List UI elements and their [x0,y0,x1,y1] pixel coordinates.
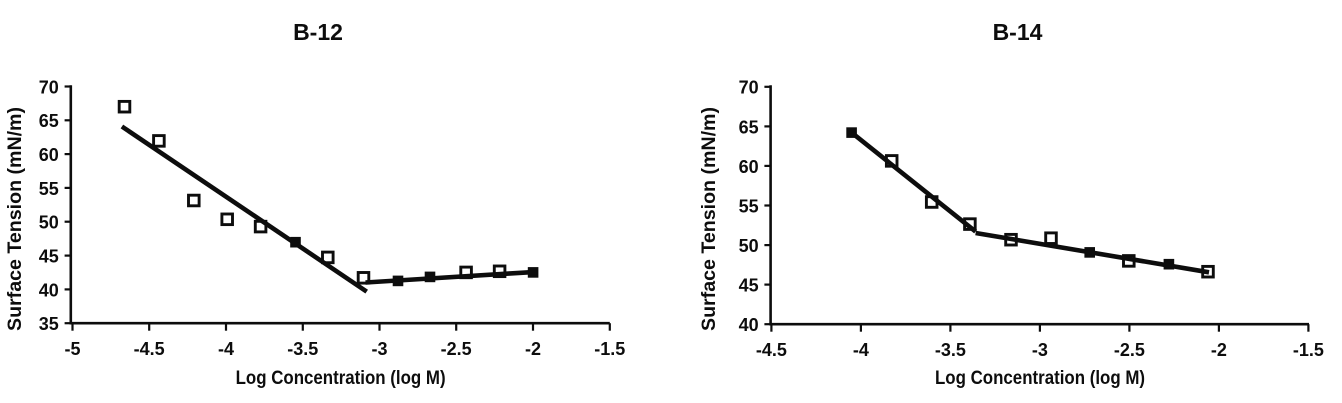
svg-text:-4.5: -4.5 [756,340,787,360]
svg-text:40: 40 [739,315,759,335]
svg-text:55: 55 [739,196,759,216]
svg-text:40: 40 [39,280,59,300]
svg-text:Surface Tension (mN/m): Surface Tension (mN/m) [5,107,26,331]
svg-text:-1.5: -1.5 [1293,340,1324,360]
svg-text:-4.5: -4.5 [134,339,165,359]
svg-text:70: 70 [739,78,759,98]
svg-text:Surface Tension (mN/m): Surface Tension (mN/m) [699,107,720,331]
svg-text:60: 60 [39,145,59,165]
svg-text:-3: -3 [371,339,387,359]
svg-text:-2.5: -2.5 [1114,340,1145,360]
svg-text:-1.5: -1.5 [594,339,625,359]
svg-text:65: 65 [39,111,59,131]
svg-text:-4: -4 [218,339,234,359]
svg-text:-2.5: -2.5 [441,339,472,359]
svg-text:60: 60 [739,157,759,177]
svg-text:-4: -4 [853,340,869,360]
svg-text:-2: -2 [525,339,541,359]
svg-text:-3.5: -3.5 [935,340,966,360]
svg-text:50: 50 [39,213,59,233]
svg-text:-3: -3 [1032,340,1048,360]
svg-text:-3.5: -3.5 [287,339,318,359]
svg-text:Log Concentration (log M): Log Concentration (log M) [236,368,446,389]
svg-text:B-12: B-12 [293,19,343,45]
svg-text:70: 70 [39,77,59,97]
svg-text:-2: -2 [1211,340,1227,360]
svg-text:45: 45 [39,246,59,266]
svg-text:65: 65 [739,117,759,137]
svg-text:-5: -5 [64,339,80,359]
svg-text:Log Concentration (log M): Log Concentration (log M) [935,368,1145,389]
svg-text:50: 50 [739,236,759,256]
svg-text:B-14: B-14 [993,19,1043,45]
svg-text:35: 35 [39,314,59,334]
svg-text:45: 45 [739,276,759,296]
svg-text:55: 55 [39,179,59,199]
